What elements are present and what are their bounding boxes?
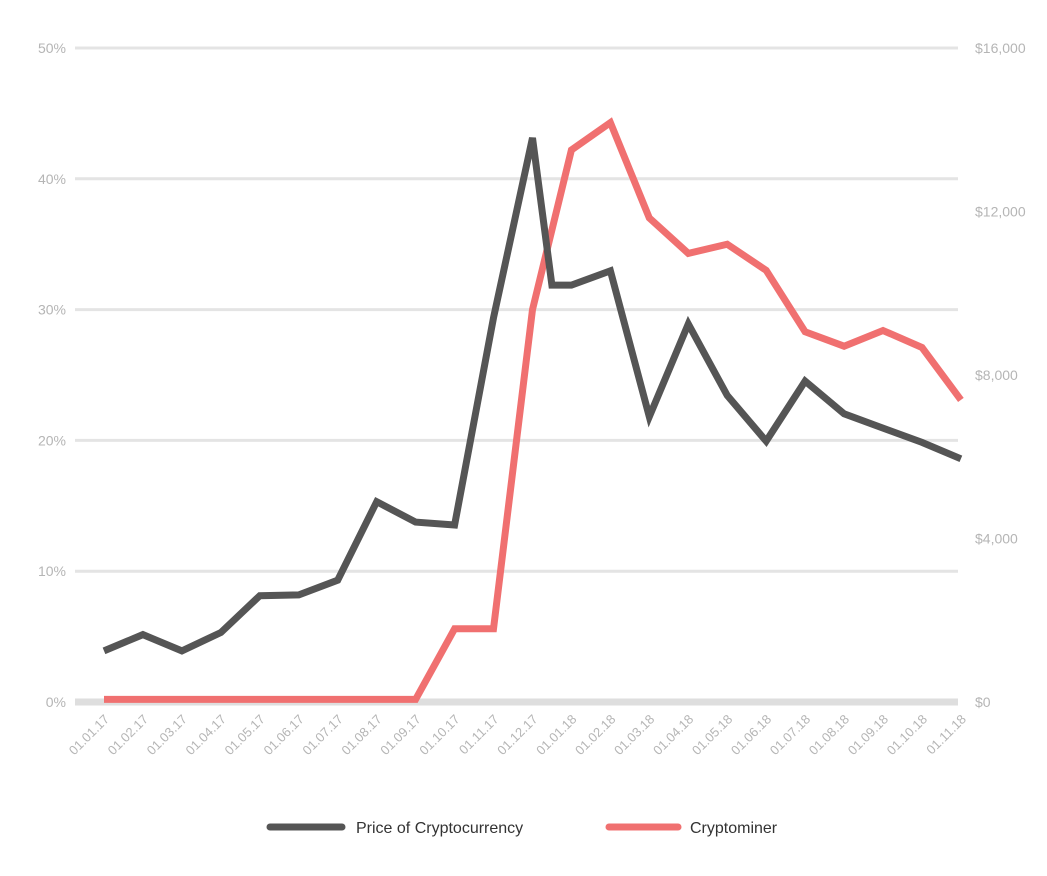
x-axis: 01.01.1701.02.1701.03.1701.04.1701.05.17…: [66, 712, 969, 758]
right-tick-label: $16,000: [975, 40, 1026, 56]
x-tick-label: 01.04.17: [183, 712, 229, 758]
legend-label-price: Price of Cryptocurrency: [356, 820, 523, 837]
x-tick-label: 01.07.18: [767, 712, 813, 758]
left-tick-label: 10%: [38, 563, 66, 579]
left-axis: 0% 10% 20% 30% 40% 50%: [38, 40, 66, 710]
left-tick-label: 20%: [38, 432, 66, 448]
x-tick-label: 01.11.17: [456, 712, 502, 758]
x-tick-label: 01.03.17: [144, 712, 190, 758]
x-tick-label: 01.01.18: [533, 712, 579, 758]
x-tick-label: 01.08.17: [338, 712, 384, 758]
right-tick-label: $12,000: [975, 204, 1026, 220]
right-axis: $0 $4,000 $8,000 $12,000 $16,000: [975, 40, 1026, 710]
x-tick-label: 01.06.18: [728, 712, 774, 758]
legend-label-cryptominer: Cryptominer: [690, 820, 778, 837]
x-tick-label: 01.10.18: [884, 712, 930, 758]
x-tick-label: 01.02.18: [572, 712, 618, 758]
left-tick-label: 50%: [38, 40, 66, 56]
left-tick-label: 40%: [38, 171, 66, 187]
x-tick-label: 01.11.18: [923, 712, 969, 758]
x-tick-label: 01.10.17: [416, 712, 462, 758]
x-tick-label: 01.04.18: [650, 712, 696, 758]
series-line-price: [102, 137, 963, 655]
x-tick-label: 01.06.17: [260, 712, 306, 758]
x-tick-label: 01.01.17: [66, 712, 112, 758]
x-tick-label: 01.03.18: [611, 712, 657, 758]
series-line-cryptominer: [104, 117, 964, 703]
left-tick-label: 0%: [46, 694, 66, 710]
x-tick-label: 01.08.18: [806, 712, 852, 758]
x-tick-label: 01.09.17: [377, 712, 423, 758]
legend: Price of Cryptocurrency Cryptominer: [266, 820, 778, 837]
x-tick-label: 01.02.17: [105, 712, 151, 758]
right-tick-label: $0: [975, 694, 991, 710]
series-layer: [102, 117, 964, 703]
x-tick-label: 01.09.18: [845, 712, 891, 758]
x-tick-label: 01.05.17: [222, 712, 268, 758]
grid-layer: [75, 46, 958, 706]
x-tick-label: 01.12.17: [494, 712, 540, 758]
x-tick-label: 01.05.18: [689, 712, 735, 758]
x-tick-label: 01.07.17: [299, 712, 345, 758]
left-tick-label: 30%: [38, 302, 66, 318]
right-tick-label: $8,000: [975, 367, 1018, 383]
right-tick-label: $4,000: [975, 531, 1018, 547]
